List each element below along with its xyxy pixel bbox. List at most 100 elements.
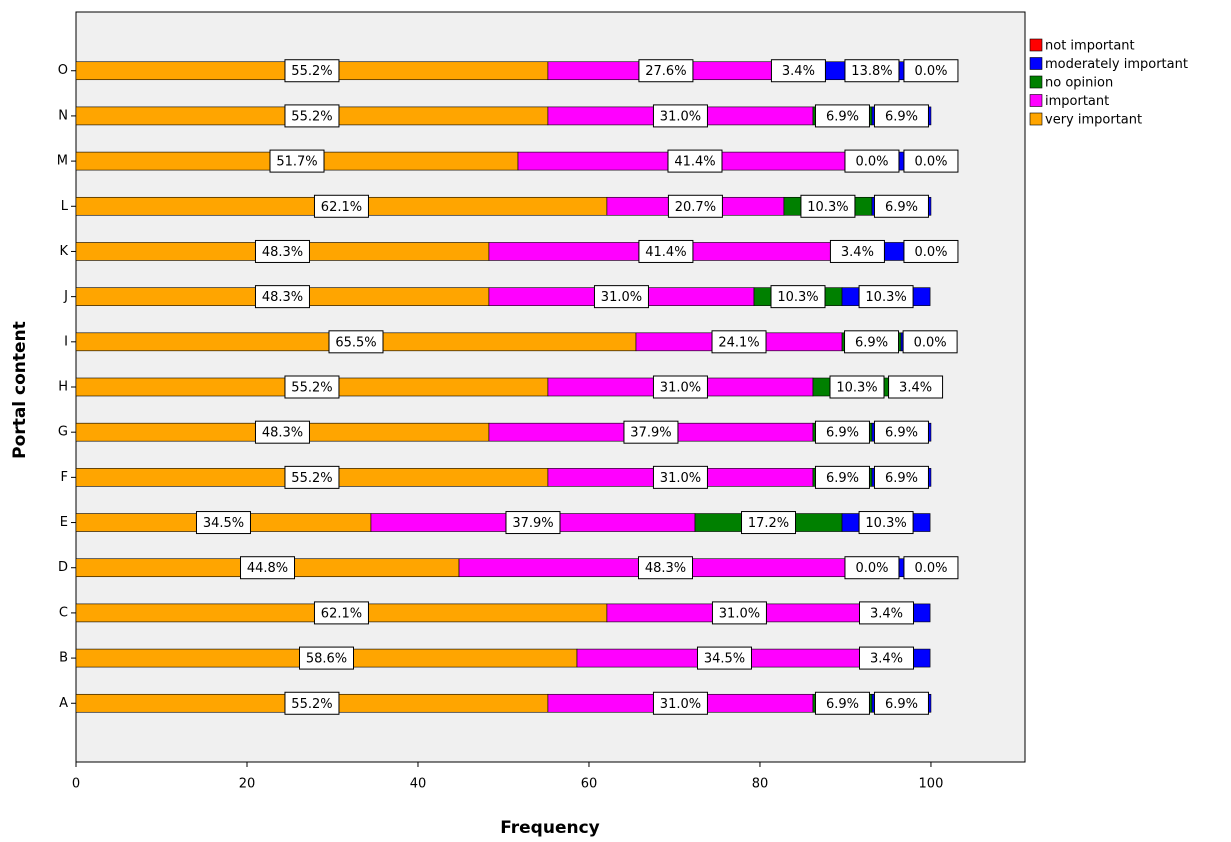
value-label: 31.0% [660,471,701,486]
x-tick-label: 0 [72,777,80,792]
y-tick-label: O [58,63,68,78]
value-label-box [814,691,870,715]
value-label-box [844,556,900,580]
value-label: 0.0% [855,155,888,170]
value-label: 31.0% [660,109,701,124]
value-label-box [667,194,723,218]
value-label-box [240,556,296,580]
value-label: 34.5% [704,652,745,667]
y-tick-label: D [58,560,68,575]
value-label-box [770,285,826,309]
value-label-box [858,646,914,670]
value-label-box [696,646,752,670]
value-label: 44.8% [247,561,288,576]
value-label-box [829,239,885,263]
value-label-box [903,59,959,83]
y-tick-label: E [60,515,68,530]
y-tick-label: B [59,651,68,666]
value-label: 13.8% [851,64,892,79]
y-tick-label: I [64,334,68,349]
legend-swatch [1029,38,1043,52]
value-label-box [711,330,767,354]
value-label-box [814,465,870,489]
value-label-box [741,511,797,535]
value-label-box [195,511,251,535]
value-label: 6.9% [826,471,859,486]
legend-swatch [1029,75,1043,89]
value-label: 0.0% [914,335,947,350]
value-label-box [902,330,958,354]
value-label-box [844,59,900,83]
value-label: 3.4% [899,381,932,396]
value-label-box [313,194,369,218]
value-label: 10.3% [865,290,906,305]
value-label: 27.6% [645,64,686,79]
value-label: 6.9% [855,335,888,350]
legend-label: no opinion [1045,76,1113,91]
value-label-box [873,420,929,444]
value-label: 41.4% [645,245,686,260]
x-tick-label: 60 [581,777,598,792]
value-label: 48.3% [262,426,303,441]
value-label-box [873,104,929,128]
value-label: 31.0% [719,606,760,621]
value-label-box [505,511,561,535]
y-tick-label: K [59,244,68,259]
value-label: 3.4% [870,652,903,667]
value-label-box [313,601,369,625]
value-label: 3.4% [782,64,815,79]
value-label-box [844,149,900,173]
x-tick-label: 100 [919,777,944,792]
value-label: 3.4% [870,606,903,621]
value-label-box [284,465,340,489]
x-axis-title: Frequency [500,818,600,838]
value-label: 20.7% [675,200,716,215]
value-label-box [770,59,826,83]
value-label: 10.3% [836,381,877,396]
value-label-box [829,375,885,399]
value-label: 51.7% [276,155,317,170]
value-label-box [711,601,767,625]
y-tick-label: A [59,696,68,711]
value-label: 55.2% [291,471,332,486]
legend-swatch [1029,94,1043,107]
value-label-box [858,601,914,625]
value-label: 37.9% [630,426,671,441]
value-label-box [873,465,929,489]
value-label: 6.9% [826,426,859,441]
value-label-box [667,149,723,173]
value-label-box [652,104,708,128]
value-label-box [269,149,325,173]
value-label: 6.9% [885,471,918,486]
value-label: 6.9% [885,426,918,441]
value-label-box [284,59,340,83]
value-label-box [638,239,694,263]
value-label: 10.3% [865,516,906,531]
value-label-box [903,556,959,580]
value-label-box [800,194,856,218]
value-label: 6.9% [885,109,918,124]
value-label: 6.9% [826,109,859,124]
value-label: 55.2% [291,381,332,396]
value-label: 6.9% [885,200,918,215]
value-label: 58.6% [306,652,347,667]
value-label: 0.0% [914,155,947,170]
y-tick-label: M [57,154,68,169]
legend-label: very important [1045,113,1142,128]
value-label: 0.0% [914,245,947,260]
value-label: 31.0% [660,697,701,712]
value-label-box [652,691,708,715]
value-label: 3.4% [841,245,874,260]
value-label: 0.0% [914,561,947,576]
value-label-box [652,375,708,399]
value-label: 48.3% [645,561,686,576]
value-label-box [814,420,870,444]
value-label: 34.5% [203,516,244,531]
value-label-box [637,556,693,580]
value-label-box [903,149,959,173]
value-label-box [652,465,708,489]
legend-label: important [1045,94,1109,109]
value-label-box [299,646,355,670]
value-label-box [873,194,929,218]
y-tick-label: N [58,108,68,123]
